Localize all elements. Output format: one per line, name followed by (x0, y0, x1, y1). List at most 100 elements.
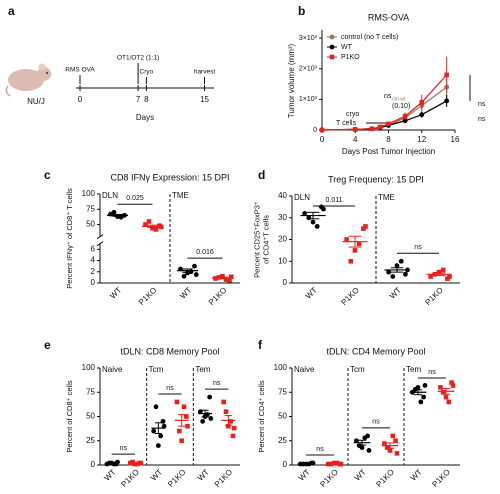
data-point (436, 269, 442, 275)
data-point (181, 404, 187, 410)
data-point (223, 277, 229, 282)
data-point (220, 273, 225, 279)
x-tick-label: P1KO (423, 286, 444, 307)
series-line (321, 74, 448, 131)
data-point (438, 385, 443, 390)
annotation: ctrl-wt (392, 96, 406, 102)
data-point (130, 459, 135, 465)
data-point (444, 98, 450, 104)
x-tick-label: WT (353, 467, 368, 482)
y-tick-label: 30 (278, 213, 287, 222)
data-point (161, 423, 167, 429)
axis-break (96, 241, 104, 247)
data-point (403, 271, 408, 277)
data-point (200, 418, 206, 424)
chart-title: tDLN: CD8 Memory Pool (120, 346, 219, 356)
y-tick-label: 6 (91, 244, 96, 253)
data-point (184, 414, 189, 419)
x-tick-label: P1KO (119, 468, 140, 489)
y-tick-label: 0 (91, 278, 96, 287)
data-point (181, 273, 187, 279)
comparison-label: ns (166, 385, 174, 392)
chart-title: CD8 IFNγ Expression: 15 DPI (110, 172, 229, 182)
data-point (207, 394, 213, 400)
data-point (449, 380, 454, 385)
y-tick-label: 20 (278, 235, 287, 244)
mouse-strain: NU/J (27, 97, 45, 106)
data-point (310, 460, 316, 466)
data-point (193, 272, 199, 277)
x-tick-label: P1KO (374, 468, 395, 489)
group-label: Tem (406, 365, 421, 374)
data-point (377, 124, 383, 130)
data-point (419, 100, 425, 105)
legend-label: control (no T cells) (341, 34, 398, 41)
y-axis-label: Percent of CD8⁺ cells (65, 380, 74, 453)
data-point (384, 445, 390, 450)
chart-title: tDLN: CD4 Memory Pool (326, 346, 425, 356)
timeline-label: Days (136, 113, 154, 122)
data-point (192, 263, 197, 269)
data-point (227, 277, 232, 283)
data-point (230, 433, 236, 439)
data-point (394, 451, 400, 456)
y-tick-label: 10 (278, 256, 287, 265)
data-point (390, 433, 396, 439)
data-point (393, 438, 398, 444)
data-point (398, 258, 404, 264)
annotation: cryo (346, 111, 359, 118)
data-point (440, 389, 446, 395)
data-point (302, 211, 307, 216)
annotation: T cells (336, 120, 357, 127)
y-axis-label: Percent IFNγ⁺ of CD8⁺ T cells (65, 188, 74, 289)
data-point (111, 209, 117, 215)
timeline-day: 15 (200, 95, 209, 104)
data-point (352, 127, 358, 132)
y-tick-label: 0 (283, 460, 288, 469)
data-point (356, 241, 362, 247)
panel-label: d (258, 168, 265, 182)
group-label: Tem (195, 365, 210, 374)
y-tick-label: 25 (278, 436, 287, 445)
data-point (208, 416, 214, 421)
y-tick-label: 40 (278, 191, 287, 200)
data-point (422, 383, 428, 388)
group-label: Tcm (149, 365, 164, 374)
comparison-label: 0.011 (326, 197, 343, 204)
group-label: DLN (294, 193, 310, 202)
data-point (344, 237, 349, 242)
y-tick-label: 75 (278, 387, 287, 396)
y-tick-label: 0 (283, 278, 288, 287)
comparison-label: ns (372, 419, 380, 426)
data-point (226, 423, 231, 429)
group-label: DLN (102, 191, 118, 200)
y-axis-label: Percent of CD4⁺ cells (257, 380, 266, 453)
x-tick-label: P1KO (318, 468, 339, 489)
data-point (382, 441, 387, 446)
x-tick-label: WT (388, 285, 403, 300)
y-tick-label: 2×10³ (299, 66, 318, 73)
data-point (362, 435, 368, 441)
data-point (386, 269, 391, 275)
data-point (231, 425, 237, 431)
data-point (146, 219, 152, 224)
comparison-label: ns (428, 369, 436, 376)
y-tick-label: 4 (91, 256, 96, 265)
data-point (319, 127, 325, 133)
x-tick-label: P1KO (430, 468, 451, 489)
x-tick-label: 16 (451, 135, 460, 144)
x-tick-label: 8 (386, 135, 391, 144)
panel-label: a (8, 4, 15, 18)
group-label: TME (172, 191, 189, 200)
x-tick-label: WT (102, 467, 117, 482)
y-tick-label: 100 (82, 189, 96, 198)
x-tick-label: WT (409, 467, 424, 482)
data-point (352, 248, 358, 253)
group-label: Tcm (350, 365, 365, 374)
data-point (366, 448, 372, 453)
annotation: ns (478, 101, 486, 108)
annotation: ns (478, 116, 486, 123)
y-tick-label: 25 (86, 436, 95, 445)
chart-title: RMS-OVA (368, 12, 409, 22)
axis-break (96, 234, 104, 240)
